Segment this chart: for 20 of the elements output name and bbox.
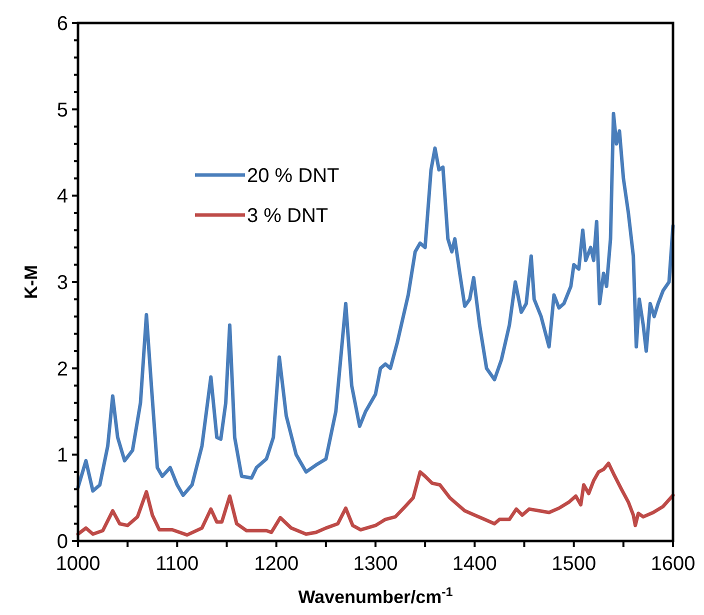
y-tick-label: 4	[56, 186, 68, 208]
x-axis-title: Wavenumber/cm$^{-1}$	[298, 585, 453, 607]
x-tick-label: 1400	[452, 553, 497, 575]
x-tick-label: 1100	[156, 553, 199, 575]
y-tick-label: 1	[56, 444, 68, 467]
y-axis-title: K-M	[21, 265, 41, 299]
legend-label: 3 % DNT	[247, 205, 328, 227]
x-tick-label: 1200	[254, 553, 299, 575]
y-tick-label: 0	[56, 531, 68, 553]
x-tick-label: 1500	[552, 553, 596, 575]
y-tick-label: 6	[56, 13, 68, 35]
y-tick-label: 2	[56, 358, 68, 380]
x-tick-label: 1000	[56, 553, 100, 575]
y-tick-label: 5	[56, 99, 68, 122]
x-tick-label: 1300	[353, 553, 398, 575]
line-series	[76, 462, 675, 537]
x-tick-label: 1600	[650, 553, 696, 575]
legend-label: 20 % DNT	[247, 165, 340, 187]
y-tick-label: 3	[56, 272, 68, 294]
line-series	[76, 112, 675, 497]
